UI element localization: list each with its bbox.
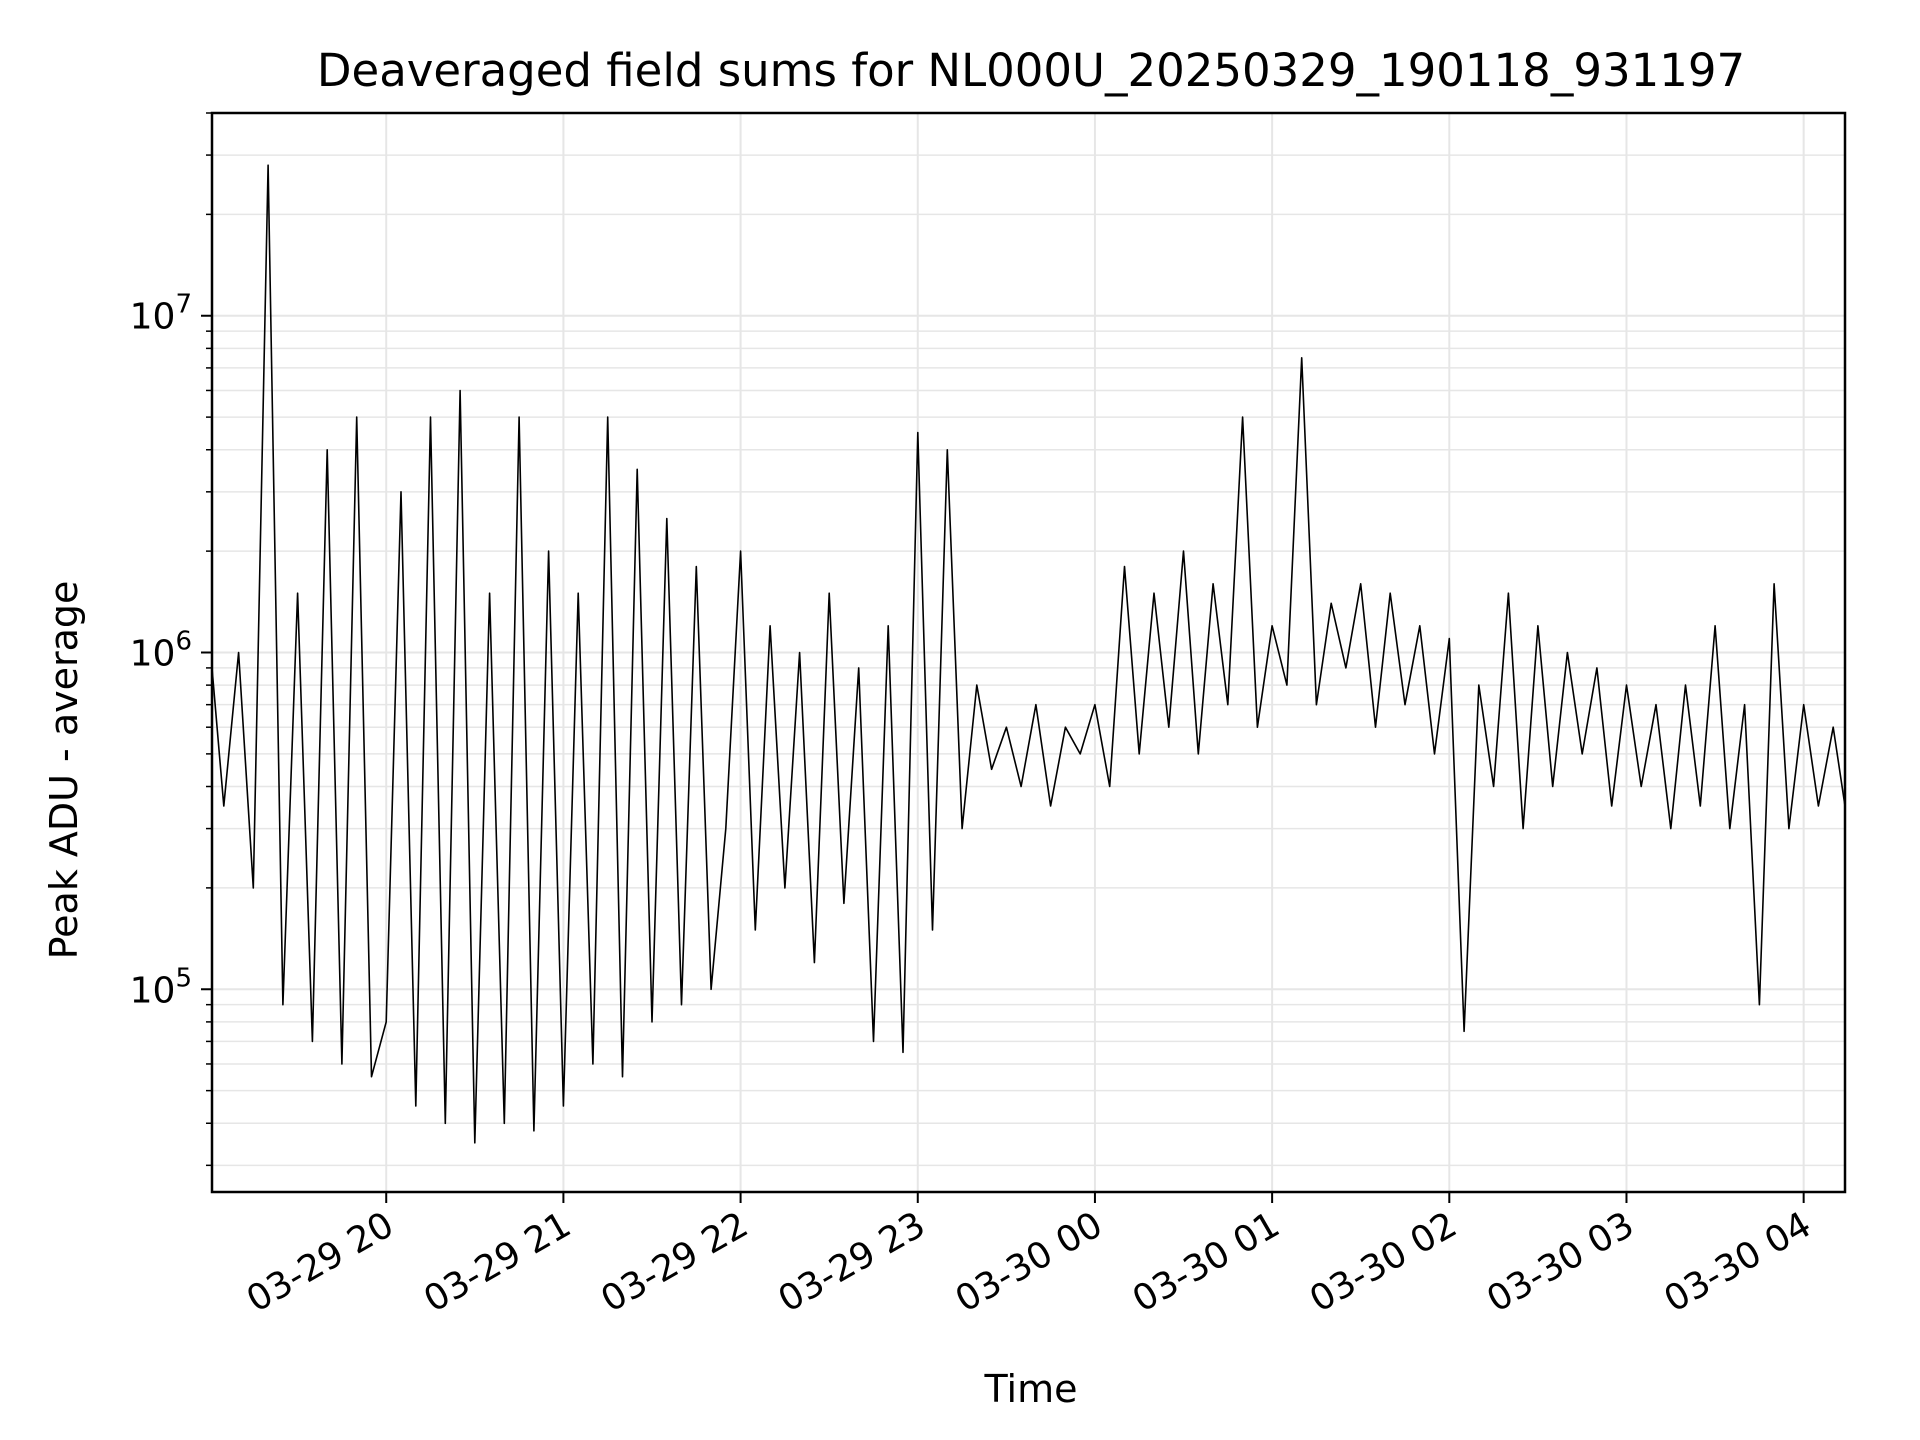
y-tick-label: 107 <box>130 290 192 338</box>
chart-title: Deaveraged field sums for NL000U_2025032… <box>317 44 1745 97</box>
series-layer <box>211 164 1846 1144</box>
grid <box>212 112 1845 1192</box>
y-tick-label: 106 <box>130 627 192 675</box>
x-axis-label: Time <box>984 1367 1078 1411</box>
y-axis: 105 106 107 <box>130 112 212 1167</box>
y-axis-label: Peak ADU - average <box>42 581 86 960</box>
y-tick-label: 105 <box>130 963 192 1011</box>
series-line <box>211 164 1846 1144</box>
